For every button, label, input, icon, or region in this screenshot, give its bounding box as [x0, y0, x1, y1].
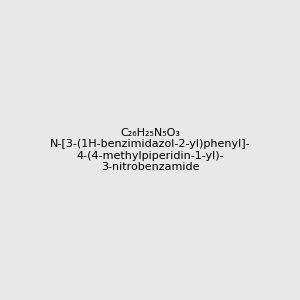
Text: C₂₆H₂₅N₅O₃
N-[3-(1H-benzimidazol-2-yl)phenyl]-
4-(4-methylpiperidin-1-yl)-
3-nit: C₂₆H₂₅N₅O₃ N-[3-(1H-benzimidazol-2-yl)ph… — [50, 128, 250, 172]
